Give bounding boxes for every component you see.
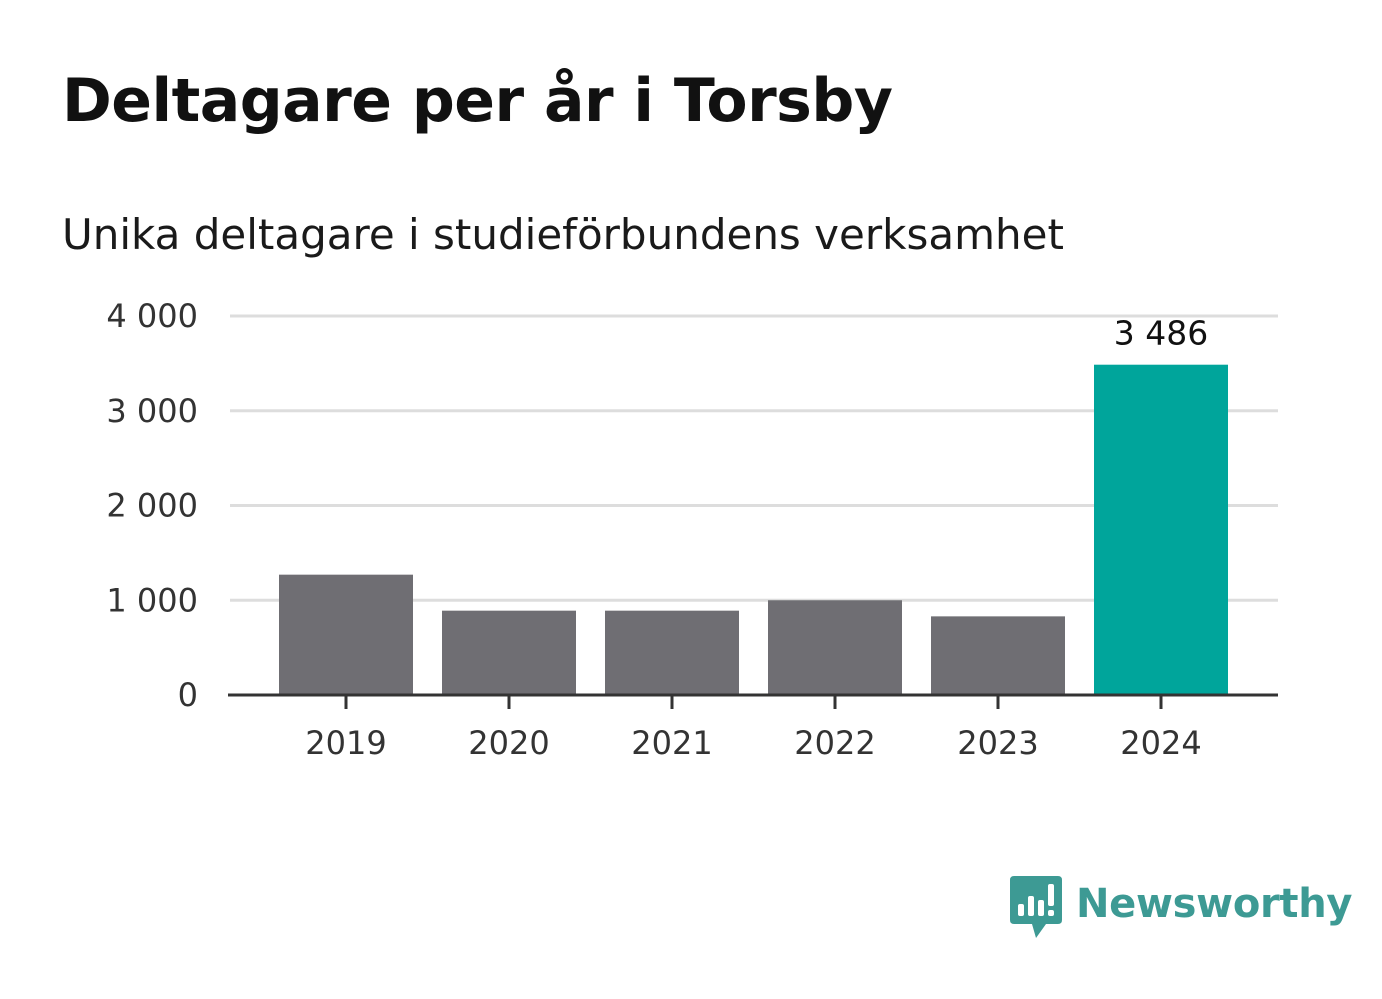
bar-2023 <box>931 616 1065 695</box>
x-tick-label: 2020 <box>468 724 549 762</box>
bars <box>279 364 1228 695</box>
bar-2024 <box>1094 364 1228 695</box>
x-tick-label: 2021 <box>631 724 712 762</box>
brand-name: Newsworthy <box>1076 881 1353 927</box>
y-tick-label: 3 000 <box>106 392 198 430</box>
newsworthy-logo-icon <box>1010 876 1062 938</box>
x-tick-label: 2024 <box>1120 724 1201 762</box>
x-tick-label: 2022 <box>794 724 875 762</box>
chart-title: Deltagare per år i Torsby <box>62 66 893 136</box>
y-axis-ticks: 0 1 000 2 000 3 000 4 000 <box>106 297 198 714</box>
data-labels: 3 486 <box>1114 314 1208 353</box>
y-tick-label: 2 000 <box>106 487 198 525</box>
x-axis-ticks: 2019 2020 2021 2022 2023 2024 <box>305 695 1202 762</box>
x-tick-label: 2019 <box>305 724 386 762</box>
bar-2022 <box>768 600 902 695</box>
y-tick-label: 1 000 <box>106 581 198 619</box>
y-tick-label: 4 000 <box>106 297 198 335</box>
bar-2020 <box>442 610 576 695</box>
bar-2021 <box>605 610 739 695</box>
data-label-2024: 3 486 <box>1114 314 1208 353</box>
y-tick-label: 0 <box>178 676 198 714</box>
bar-2019 <box>279 574 413 695</box>
x-tick-label: 2023 <box>957 724 1038 762</box>
chart-subtitle: Unika deltagare i studieförbundens verks… <box>62 210 1064 259</box>
newsworthy-brand: Newsworthy <box>1010 876 1353 938</box>
